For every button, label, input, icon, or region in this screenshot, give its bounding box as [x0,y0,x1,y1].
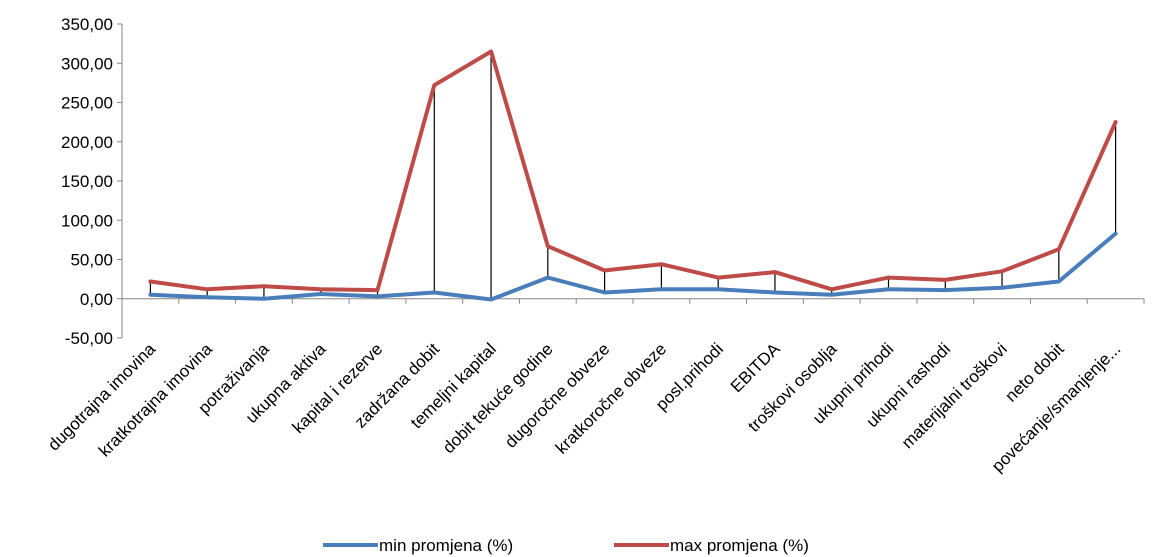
legend-label-1: min promjena (%) [379,536,513,555]
y-tick-label: 50,00 [70,251,113,270]
series-lines [148,49,1118,302]
legend: min promjena (%) max promjena (%) [323,536,809,555]
x-category-label: materijalni troškovi [898,339,1011,452]
y-tick-label: 250,00 [61,94,113,113]
y-tick-label: 300,00 [61,54,113,73]
series-line-2 [148,49,1118,293]
y-tick-label: 100,00 [61,211,113,230]
x-category-label: kratkoročne obveze [552,339,670,457]
drop-lines [149,51,1117,300]
y-tick-label: 150,00 [61,172,113,191]
y-tick-label: -50,00 [65,329,113,348]
y-tick-label: 200,00 [61,133,113,152]
y-tick-label: 350,00 [61,15,113,34]
x-category-label: dugotrajna imovina [44,339,159,454]
x-category-label: EBITDA [727,339,784,396]
legend-label-2: max promjena (%) [670,536,809,555]
y-tick-label: 0,00 [80,290,113,309]
series-line-1 [148,231,1118,302]
x-category-label: dobit tekuće godine [439,339,557,457]
x-category-label: dugoročne obveze [501,339,613,451]
y-axis: -50,00 0,00 50,00 100,00 150,00 200,00 250,00 3… [61,15,123,348]
